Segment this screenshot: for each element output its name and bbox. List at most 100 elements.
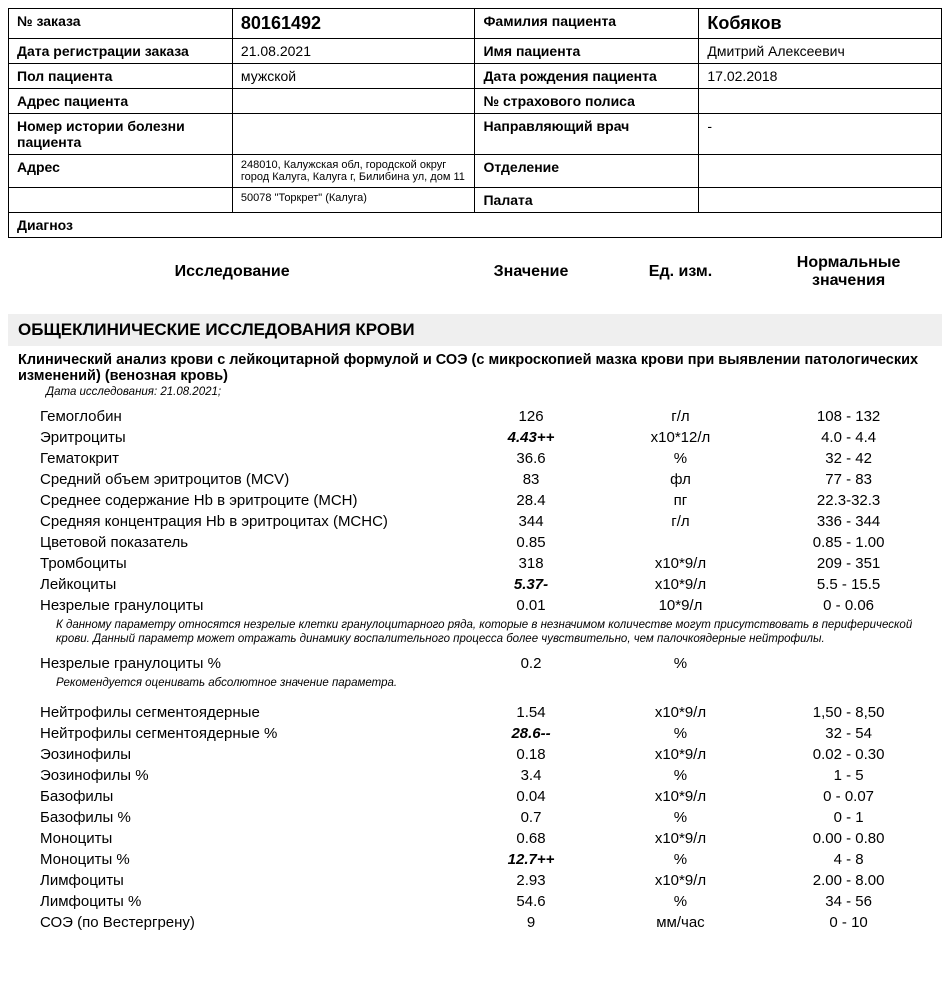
result-unit: пг — [606, 490, 755, 511]
result-value: 3.4 — [456, 765, 605, 786]
result-reference: 0.85 - 1.00 — [755, 532, 942, 553]
result-name: Лимфоциты — [8, 870, 456, 891]
result-row: Лимфоциты %54.6%34 - 56 — [8, 891, 942, 912]
result-unit: х10*9/л — [606, 553, 755, 574]
result-row: Нейтрофилы сегментоядерные %28.6--%32 - … — [8, 723, 942, 744]
header-value — [699, 155, 942, 188]
result-unit: % — [606, 849, 755, 870]
result-unit: % — [606, 807, 755, 828]
result-row: Гемоглобин126г/л108 - 132 — [8, 406, 942, 427]
diagnosis-table: Диагноз — [8, 212, 942, 238]
header-value: 80161492 — [232, 9, 475, 39]
result-row: Лейкоциты5.37-х10*9/л5.5 - 15.5 — [8, 574, 942, 595]
result-name: Эозинофилы — [8, 744, 456, 765]
result-value: 0.01 — [456, 595, 605, 616]
result-reference: 32 - 42 — [755, 448, 942, 469]
result-name: Лейкоциты — [8, 574, 456, 595]
col-value: Значение — [456, 248, 605, 296]
result-reference: 0 - 0.06 — [755, 595, 942, 616]
result-value: 5.37- — [456, 574, 605, 595]
result-reference: 22.3-32.3 — [755, 490, 942, 511]
result-unit: % — [606, 891, 755, 912]
result-reference: 108 - 132 — [755, 406, 942, 427]
result-row: СОЭ (по Вестергрену)9мм/час0 - 10 — [8, 912, 942, 933]
result-value: 12.7++ — [456, 849, 605, 870]
result-name: Средний объем эритроцитов (MCV) — [8, 469, 456, 490]
header-value: - — [699, 114, 942, 155]
result-unit: % — [606, 765, 755, 786]
result-unit: х10*9/л — [606, 786, 755, 807]
result-name: Незрелые гранулоциты % — [8, 653, 456, 674]
result-value: 83 — [456, 469, 605, 490]
result-reference — [755, 653, 942, 674]
result-unit: х10*9/л — [606, 828, 755, 849]
result-reference: 32 - 54 — [755, 723, 942, 744]
result-reference: 1 - 5 — [755, 765, 942, 786]
result-reference: 34 - 56 — [755, 891, 942, 912]
header-label: Адрес — [9, 155, 233, 188]
result-reference: 336 - 344 — [755, 511, 942, 532]
result-value: 2.93 — [456, 870, 605, 891]
col-units: Ед. изм. — [606, 248, 755, 296]
header-value — [232, 89, 475, 114]
header-label: Отделение — [475, 155, 699, 188]
result-row: Базофилы %0.7%0 - 1 — [8, 807, 942, 828]
header-label: № заказа — [9, 9, 233, 39]
result-unit: фл — [606, 469, 755, 490]
result-value: 36.6 — [456, 448, 605, 469]
result-value: 0.2 — [456, 653, 605, 674]
result-value: 126 — [456, 406, 605, 427]
result-row: Лимфоциты2.93х10*9/л2.00 - 8.00 — [8, 870, 942, 891]
result-value: 344 — [456, 511, 605, 532]
header-value — [699, 188, 942, 213]
result-unit: х10*9/л — [606, 870, 755, 891]
header-label — [9, 188, 233, 213]
result-name: Эозинофилы % — [8, 765, 456, 786]
header-value — [699, 89, 942, 114]
results-block-1: Гемоглобин126г/л108 - 132Эритроциты4.43+… — [8, 406, 942, 616]
result-row: Цветовой показатель0.850.85 - 1.00 — [8, 532, 942, 553]
header-label: Пол пациента — [9, 64, 233, 89]
result-value: 0.7 — [456, 807, 605, 828]
note-1: К данному параметру относятся незрелые к… — [8, 616, 942, 653]
result-row: Эритроциты4.43++х10*12/л4.0 - 4.4 — [8, 427, 942, 448]
header-label: Направляющий врач — [475, 114, 699, 155]
result-unit: 10*9/л — [606, 595, 755, 616]
result-name: Нейтрофилы сегментоядерные — [8, 702, 456, 723]
col-study: Исследование — [8, 248, 456, 296]
result-reference: 0.02 - 0.30 — [755, 744, 942, 765]
result-row: Тромбоциты318х10*9/л209 - 351 — [8, 553, 942, 574]
column-headers: Исследование Значение Ед. изм. Нормальны… — [8, 248, 942, 296]
result-unit: х10*12/л — [606, 427, 755, 448]
result-value: 28.6-- — [456, 723, 605, 744]
diagnosis-label: Диагноз — [9, 213, 942, 238]
header-label: № страхового полиса — [475, 89, 699, 114]
result-unit: % — [606, 448, 755, 469]
result-reference: 5.5 - 15.5 — [755, 574, 942, 595]
result-reference: 209 - 351 — [755, 553, 942, 574]
result-name: Нейтрофилы сегментоядерные % — [8, 723, 456, 744]
result-reference: 4 - 8 — [755, 849, 942, 870]
result-row: Незрелые гранулоциты0.0110*9/л0 - 0.06 — [8, 595, 942, 616]
result-name: Эритроциты — [8, 427, 456, 448]
result-value: 0.85 — [456, 532, 605, 553]
result-name: Средняя концентрация Hb в эритроцитах (M… — [8, 511, 456, 532]
patient-header-table: № заказа80161492Фамилия пациентаКобяковД… — [8, 8, 942, 213]
header-value: 17.02.2018 — [699, 64, 942, 89]
result-unit: г/л — [606, 511, 755, 532]
header-label: Имя пациента — [475, 39, 699, 64]
result-unit: % — [606, 653, 755, 674]
header-value — [232, 114, 475, 155]
result-unit: х10*9/л — [606, 702, 755, 723]
header-label: Палата — [475, 188, 699, 213]
header-value: мужской — [232, 64, 475, 89]
result-value: 54.6 — [456, 891, 605, 912]
result-reference: 77 - 83 — [755, 469, 942, 490]
result-reference: 0.00 - 0.80 — [755, 828, 942, 849]
result-unit: х10*9/л — [606, 744, 755, 765]
result-value: 0.18 — [456, 744, 605, 765]
result-reference: 4.0 - 4.4 — [755, 427, 942, 448]
result-value: 9 — [456, 912, 605, 933]
header-value: 50078 "Торкрет" (Калуга) — [232, 188, 475, 213]
result-value: 318 — [456, 553, 605, 574]
